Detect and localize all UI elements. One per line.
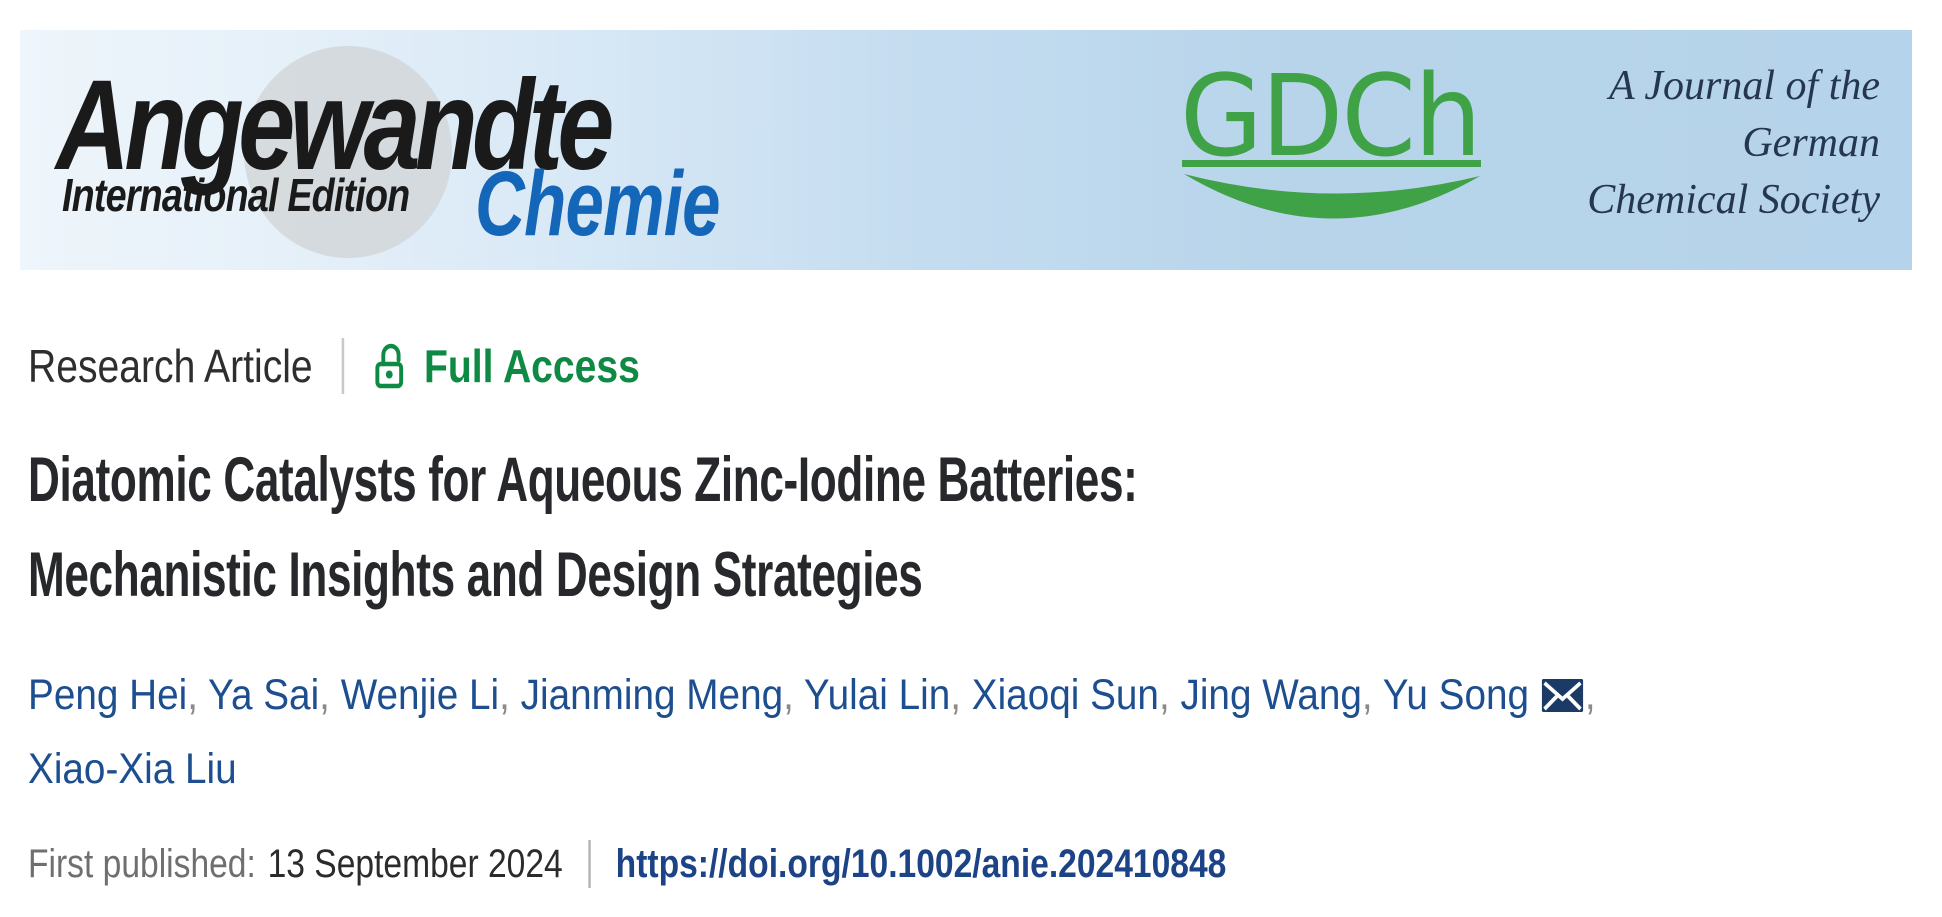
gdch-logo-bar <box>1182 160 1481 167</box>
brand-circle-decoration <box>244 46 452 258</box>
author-separator: , <box>950 671 972 719</box>
gdch-logo-bowl <box>1184 174 1480 219</box>
access-status-badge: Full Access <box>424 340 640 392</box>
first-published-label: First published: <box>28 841 256 886</box>
author-separator: , <box>499 671 521 719</box>
author-separator: , <box>319 671 341 719</box>
author-list: Peng Hei, Ya Sai, Wenjie Li, Jianming Me… <box>28 660 1596 805</box>
article-title: Diatomic Catalysts for Aqueous Zinc-Iodi… <box>28 433 1613 623</box>
envelope-icon[interactable] <box>1541 663 1584 734</box>
tagline-line: Chemical Society <box>1587 177 1880 223</box>
gdch-society-logo: GDCh <box>1180 52 1482 219</box>
article-title-line: Diatomic Catalysts for Aqueous Zinc-Iodi… <box>28 445 1138 515</box>
author-list-line-1: Peng Hei, Ya Sai, Wenjie Li, Jianming Me… <box>28 660 1596 734</box>
tagline-line: A Journal of the <box>1608 63 1880 109</box>
open-lock-icon <box>375 342 406 390</box>
author-link[interactable]: Xiao-Xia Liu <box>28 745 237 793</box>
author-link[interactable]: Xiaoqi Sun <box>971 671 1159 719</box>
author-link[interactable]: Yu Song <box>1382 671 1530 719</box>
vertical-divider <box>341 338 345 394</box>
author-link[interactable]: Ya Sai <box>208 671 320 719</box>
author-separator: , <box>1361 671 1383 719</box>
journal-name-logo: Angewandte <box>56 54 614 197</box>
author-separator: , <box>1584 671 1596 719</box>
journal-name-secondary-logo: Chemie <box>475 153 721 255</box>
author-link[interactable]: Yulai Lin <box>803 671 951 719</box>
article-type-label: Research Article <box>28 340 313 392</box>
author-separator: , <box>1158 671 1181 719</box>
society-tagline: A Journal of the German Chemical Society <box>1587 58 1880 229</box>
journal-banner[interactable]: Angewandte International Edition Chemie … <box>20 30 1912 270</box>
author-link[interactable]: Peng Hei <box>28 671 188 719</box>
tagline-line: German <box>1742 120 1880 166</box>
article-type-row: Research Article Full Access <box>28 337 640 395</box>
author-link[interactable]: Jing Wang <box>1180 671 1362 719</box>
author-separator: , <box>783 671 804 719</box>
author-list-line-2: Xiao-Xia Liu <box>28 734 1596 805</box>
journal-edition-label: International Edition <box>62 169 410 221</box>
vertical-divider <box>587 840 591 888</box>
article-title-line: Mechanistic Insights and Design Strategi… <box>28 540 923 610</box>
first-published-date: 13 September 2024 <box>267 841 563 886</box>
publication-info-row: First published: 13 September 2024 https… <box>28 840 1226 888</box>
author-separator: , <box>187 671 209 719</box>
author-link[interactable]: Wenjie Li <box>340 671 500 719</box>
author-link[interactable]: Jianming Meng <box>520 671 784 719</box>
doi-link[interactable]: https://doi.org/10.1002/anie.202410848 <box>615 841 1227 886</box>
